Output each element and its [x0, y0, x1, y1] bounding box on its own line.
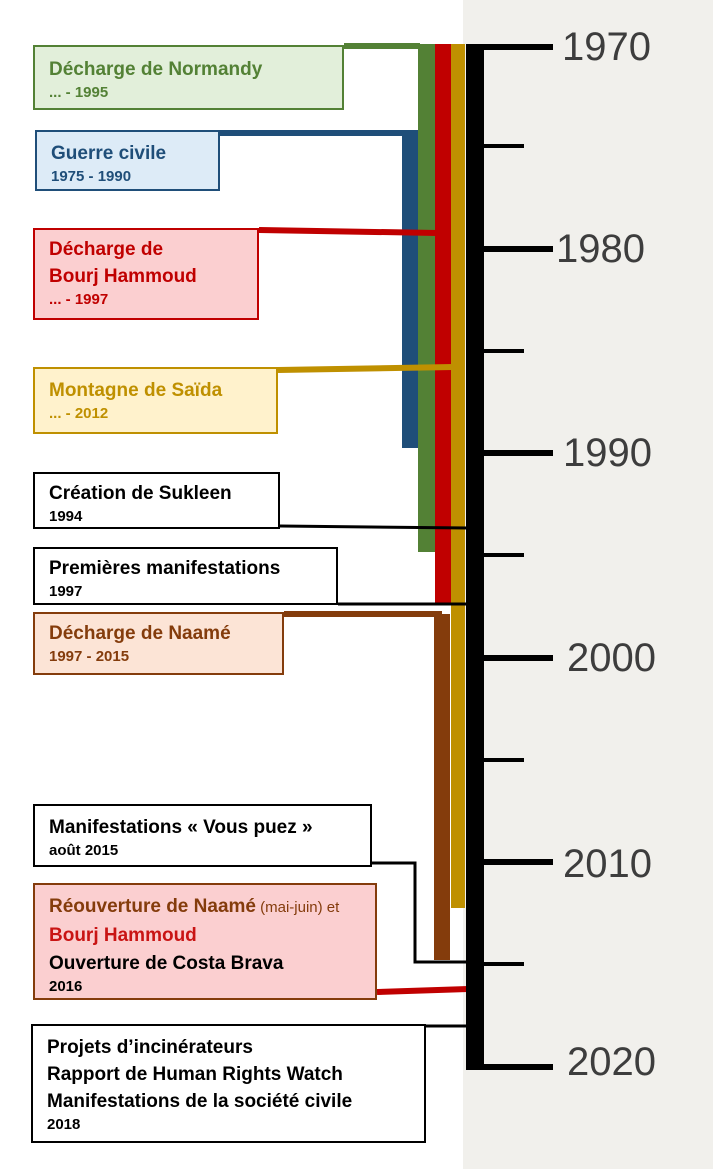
year-label-1990: 1990	[563, 431, 652, 475]
event-civil-war-dates: 1975 - 1990	[51, 168, 132, 185]
event-vous-puez: Manifestations « Vous puez » août 2015	[33, 804, 372, 867]
bar-saida	[451, 44, 465, 908]
minor-tick-1975	[484, 144, 524, 148]
event-reopening-line1: Réouverture de Naamé (mai-juin) et Bourj…	[49, 893, 375, 950]
minor-tick-2005	[484, 758, 524, 762]
event-reopening: Réouverture de Naamé (mai-juin) et Bourj…	[33, 883, 377, 1000]
event-projects: Projets d’incinérateurs Rapport de Human…	[31, 1024, 426, 1143]
connector-saida	[277, 364, 454, 373]
year-label-1980: 1980	[556, 227, 645, 271]
event-first-protests: Premières manifestations 1997	[33, 547, 338, 605]
minor-tick-2015	[484, 962, 524, 966]
event-vous-puez-title: Manifestations « Vous puez »	[49, 817, 313, 838]
event-reopening-naame: Réouverture de Naamé	[49, 896, 256, 917]
event-sukleen: Création de Sukleen 1994	[33, 472, 280, 529]
event-normandy-title: Décharge de Normandy	[49, 59, 263, 80]
timeline-axis	[466, 44, 484, 1070]
minor-tick-1995	[484, 553, 524, 557]
event-sukleen-dates: 1994	[49, 508, 83, 525]
event-saida-title: Montagne de Saïda	[49, 380, 223, 401]
event-civil-war: Guerre civile 1975 - 1990	[35, 130, 220, 191]
paper-background	[463, 0, 713, 1169]
event-projects-line1: Projets d’incinérateurs	[47, 1037, 253, 1058]
event-vous-puez-dates: août 2015	[49, 842, 119, 859]
major-tick-1990	[484, 450, 553, 456]
event-normandy-dates: ... - 1995	[49, 84, 109, 101]
event-reopening-period: (mai-juin) et	[255, 899, 340, 916]
event-civil-war-title: Guerre civile	[51, 143, 167, 164]
bar-civil-war	[402, 130, 418, 448]
event-reopening-line2: Ouverture de Costa Brava	[49, 953, 284, 974]
event-reopening-bourj: Bourj Hammoud	[49, 925, 197, 946]
bar-normandy	[418, 44, 435, 552]
connector-sukleen	[279, 524, 469, 530]
event-protests-dates: 1997	[49, 583, 83, 600]
event-sukleen-title: Création de Sukleen	[49, 483, 232, 504]
major-tick-1980	[484, 246, 553, 252]
event-bourj-title-line1: Décharge de	[49, 239, 164, 260]
connector-bourj	[258, 227, 438, 236]
year-label-1970: 1970	[562, 25, 651, 69]
event-reopening-dates: 2016	[49, 978, 83, 995]
event-protests-title: Premières manifestations	[49, 558, 281, 579]
event-saida-dates: ... - 2012	[49, 405, 109, 422]
year-label-2000: 2000	[567, 636, 656, 680]
major-tick-1970	[484, 44, 553, 50]
major-tick-2010	[484, 859, 553, 865]
bar-naame	[434, 614, 450, 960]
event-naame-title: Décharge de Naamé	[49, 623, 231, 644]
event-naame: Décharge de Naamé 1997 - 2015	[33, 612, 284, 675]
event-naame-dates: 1997 - 2015	[49, 648, 130, 665]
major-tick-2020	[484, 1064, 553, 1070]
connector-vous-puez	[372, 861, 468, 964]
connector-reopening	[376, 986, 469, 995]
year-label-2010: 2010	[563, 842, 652, 886]
event-bourj-hammoud: Décharge de Bourj Hammoud ... - 1997	[33, 228, 259, 320]
event-bourj-dates: ... - 1997	[49, 291, 109, 308]
event-bourj-title-line2: Bourj Hammoud	[49, 266, 197, 287]
bar-bourj	[435, 44, 451, 604]
event-projects-line3: Manifestations de la société civile	[47, 1091, 353, 1112]
event-normandy: Décharge de Normandy ... - 1995	[33, 45, 344, 110]
event-projects-line2: Rapport de Human Rights Watch	[47, 1064, 343, 1085]
event-projects-dates: 2018	[47, 1116, 81, 1133]
axis-ticks	[484, 44, 553, 1070]
event-saida: Montagne de Saïda ... - 2012	[33, 367, 278, 434]
year-label-2020: 2020	[567, 1040, 656, 1084]
major-tick-2000	[484, 655, 553, 661]
minor-tick-1985	[484, 349, 524, 353]
